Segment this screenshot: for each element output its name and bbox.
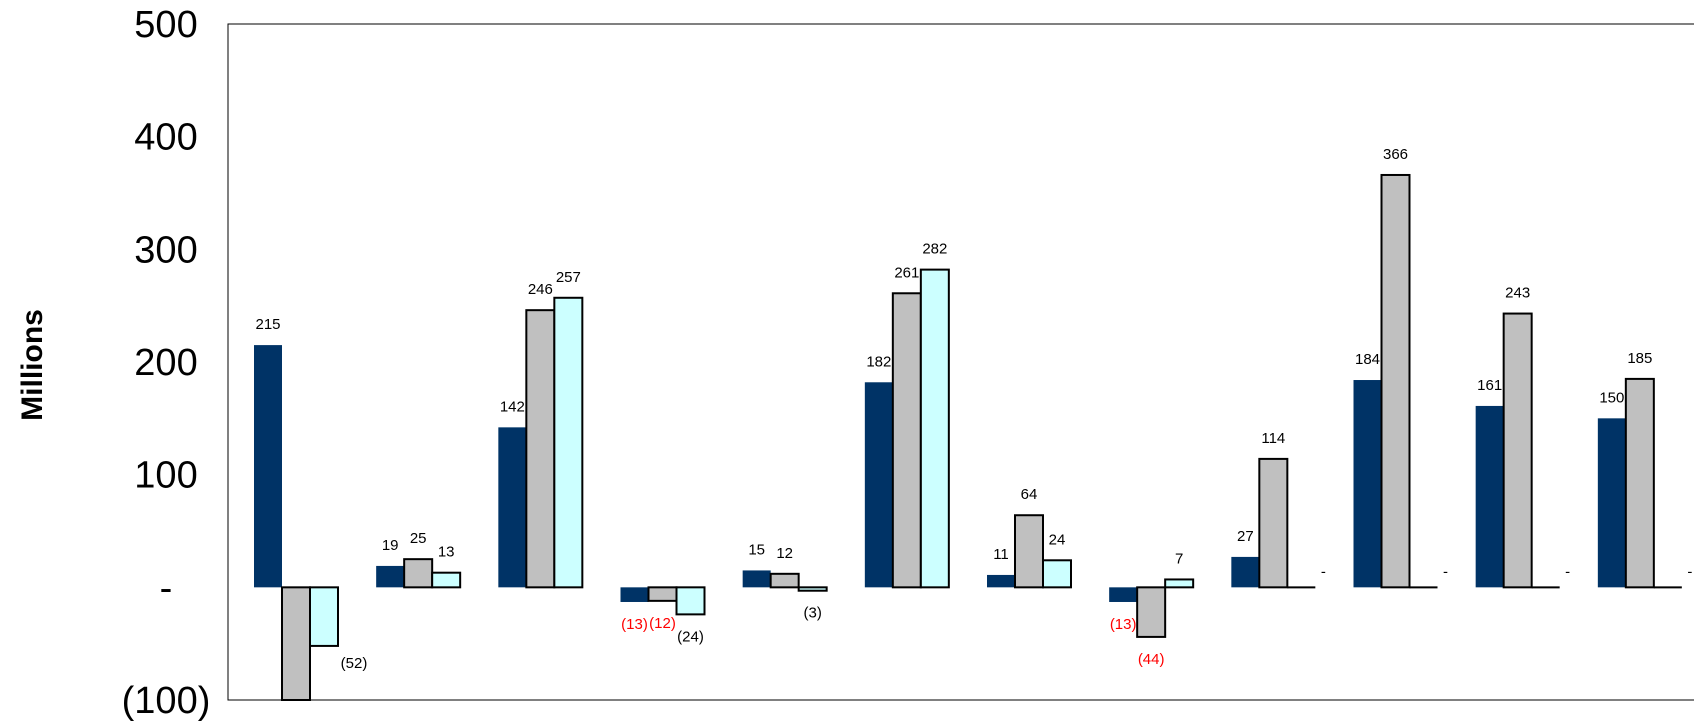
data-label-s2-g10: 366 (1383, 146, 1408, 163)
y-axis-ticks: 500 400 300 200 100 - (100) (122, 4, 211, 722)
data-label-s1-g1: 215 (255, 316, 280, 333)
bar-s1-g11 (1475, 405, 1504, 588)
data-label-s1-g2: 19 (382, 537, 399, 554)
plot-area (227, 23, 1694, 701)
bar-s3-g7 (1042, 559, 1072, 589)
bar-s3-g8 (1164, 578, 1195, 589)
y-tick-label: 200 (134, 342, 197, 384)
bar-s3-g3 (553, 296, 584, 589)
bar-s1-g6 (864, 382, 893, 588)
data-label-s2-g12: 185 (1627, 350, 1652, 367)
bar-s2-g12 (1624, 377, 1655, 589)
data-label-s1-g6: 182 (866, 353, 891, 370)
data-label-s1-g5: 15 (748, 541, 765, 558)
data-label-s3-g10: - (1443, 563, 1448, 580)
bar-s1-g10 (1353, 380, 1382, 588)
data-label-s1-g12: 150 (1599, 389, 1624, 406)
bar-s2-g10 (1380, 173, 1411, 589)
data-label-s1-g3: 142 (500, 398, 525, 415)
bar-s1-g1 (254, 345, 282, 588)
data-label-s1-g11: 161 (1477, 377, 1502, 394)
bar-s1-g5 (742, 570, 771, 588)
bar-s2-g8 (1136, 586, 1167, 638)
bar-s2-g7 (1014, 514, 1044, 589)
data-label-s2-g2: 25 (410, 530, 427, 547)
data-label-s3-g9: - (1321, 563, 1326, 580)
data-label-s1-g10: 184 (1355, 351, 1380, 368)
data-label-s3-g4: (24) (677, 628, 704, 645)
bar-s1-g2 (376, 565, 405, 588)
bar-s1-g4 (620, 587, 649, 602)
data-label-s3-g1: (52) (341, 655, 368, 672)
y-tick-label: 100 (134, 455, 197, 497)
bar-s3-g6 (919, 268, 950, 589)
bar-s3-g5 (797, 586, 828, 592)
y-tick-label: - (160, 567, 173, 609)
data-label-s2-g8: (44) (1138, 651, 1165, 668)
bar-s2-g4 (647, 586, 678, 602)
data-label-s2-g4: (12) (649, 615, 676, 632)
data-label-s3-g7: 24 (1049, 531, 1066, 548)
bar-s2-g11 (1502, 312, 1533, 589)
data-label-s3-g12: - (1687, 563, 1692, 580)
bar-s3-g1 (309, 586, 339, 647)
bar-s3-g4 (675, 586, 706, 616)
data-label-s2-g6: 261 (894, 264, 919, 281)
bar-s2-g3 (525, 309, 556, 589)
data-label-s2-g11: 243 (1505, 285, 1530, 302)
data-label-s2-g3: 246 (528, 281, 553, 298)
bar-s1-g9 (1231, 556, 1260, 588)
data-labels: 215 19 142 (13) 15 182 11 (13) 27 184 161 150 25 246 (… (255, 146, 1692, 672)
bar-s2-g5 (769, 572, 800, 589)
y-axis-label: Millions (16, 309, 49, 421)
plot-frame (227, 23, 1694, 701)
bar-s1-g8 (1109, 587, 1138, 602)
y-tick-label: 300 (134, 229, 197, 271)
data-label-s2-g9: 114 (1261, 430, 1285, 447)
data-label-s3-g5: (3) (803, 605, 821, 622)
bar-s2-g6 (891, 292, 922, 589)
bar-s1-g12 (1597, 418, 1626, 588)
data-label-s1-g9: 27 (1237, 528, 1254, 545)
data-label-s3-g6: 282 (922, 241, 947, 258)
bar-s2-g9 (1258, 457, 1289, 589)
y-tick-label: 500 (134, 4, 197, 46)
data-label-s1-g8: (13) (1110, 616, 1137, 633)
bar-s1-g7 (987, 574, 1015, 588)
data-label-s3-g2: 13 (438, 544, 455, 561)
bar-s1-g3 (498, 427, 527, 588)
y-tick-label: 400 (134, 117, 197, 159)
data-label-s3-g11: - (1565, 563, 1570, 580)
bar-s3-g2 (431, 571, 462, 589)
data-label-s1-g7: 11 (993, 546, 1009, 563)
data-label-s2-g7: 64 (1021, 486, 1038, 503)
bar-s2-g2 (403, 558, 434, 589)
data-label-s3-g8: 7 (1175, 550, 1183, 567)
data-label-s2-g5: 12 (776, 545, 793, 562)
bar-s2-g1 (281, 586, 311, 701)
y-tick-label: (100) (122, 680, 211, 722)
bars (254, 173, 1682, 701)
data-label-s3-g3: 257 (556, 269, 581, 286)
data-label-s1-g4: (13) (621, 616, 648, 633)
